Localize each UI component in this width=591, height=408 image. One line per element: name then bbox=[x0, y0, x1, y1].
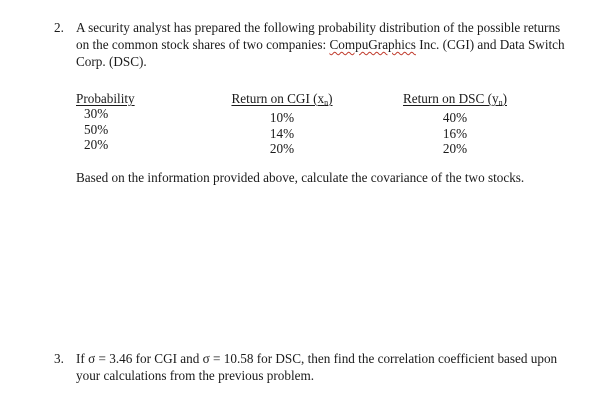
probability-header: Probability bbox=[76, 91, 135, 106]
probability-cell: 20% bbox=[84, 137, 109, 152]
dsc-header-subscript: n bbox=[498, 98, 503, 107]
problem-2-text-start: A security analyst has prepared the foll… bbox=[76, 20, 561, 52]
cgi-header-var: x bbox=[317, 91, 325, 106]
dsc-header-prefix: Return on DSC ( bbox=[402, 91, 492, 106]
problem-2-number: 2. bbox=[54, 20, 64, 35]
dsc-return-cell: 20% bbox=[442, 141, 468, 156]
cgi-return-cell: 14% bbox=[269, 125, 295, 141]
dsc-return-cell: 16% bbox=[442, 125, 468, 141]
problem-2-text: A security analyst has prepared the foll… bbox=[76, 19, 574, 70]
cgi-header-suffix: ) bbox=[328, 91, 333, 106]
cgi-return-header: Return on CGI (xn) bbox=[227, 91, 337, 110]
probability-column: Probability 30% 50% 20% bbox=[76, 91, 146, 153]
probability-cell: 30% bbox=[84, 106, 109, 121]
dsc-return-column: Return on DSC (yn) 40% 16% 20% bbox=[398, 91, 512, 157]
cgi-header-subscript: n bbox=[324, 98, 329, 107]
dsc-return-cell: 40% bbox=[442, 110, 468, 125]
probability-distribution-table: Probability 30% 50% 20% Return on CGI (x… bbox=[76, 91, 536, 156]
covariance-instruction: Based on the information provided above,… bbox=[76, 170, 525, 185]
problem-3: 3. If σ = 3.46 for CGI and σ = 10.58 for… bbox=[54, 350, 574, 384]
problem-2: 2. A security analyst has prepared the f… bbox=[54, 19, 574, 70]
problem-3-number: 3. bbox=[54, 351, 64, 366]
cgi-return-cell: 10% bbox=[269, 110, 295, 125]
problem-2-text-end: Inc. (CGI) and Data Switch Corp. (DSC). bbox=[76, 37, 565, 69]
company-name-spellcheck: CompuGraphics bbox=[329, 37, 416, 52]
probability-cell: 50% bbox=[84, 121, 109, 137]
cgi-return-column: Return on CGI (xn) 10% 14% 20% bbox=[227, 91, 337, 157]
dsc-header-suffix: ) bbox=[502, 91, 507, 106]
problem-3-text: If σ = 3.46 for CGI and σ = 10.58 for DS… bbox=[76, 351, 558, 383]
dsc-header-var: y bbox=[492, 91, 499, 106]
dsc-return-header: Return on DSC (yn) bbox=[398, 91, 512, 110]
cgi-header-prefix: Return on CGI ( bbox=[231, 91, 318, 106]
cgi-return-cell: 20% bbox=[269, 141, 295, 156]
